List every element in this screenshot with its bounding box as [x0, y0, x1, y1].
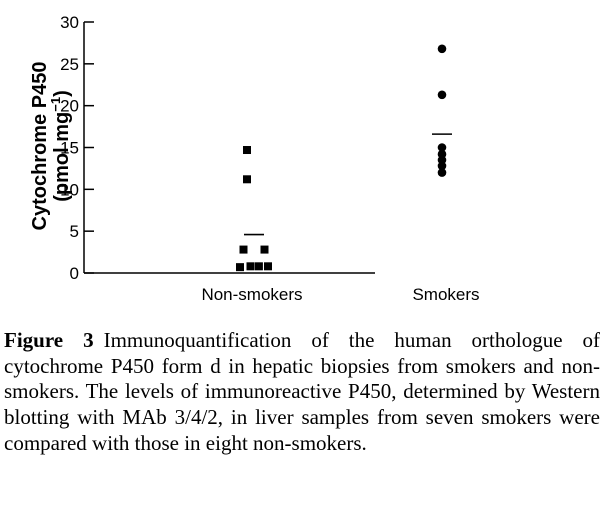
figure-caption: Figure 3 Immunoquantification of the huma… — [4, 328, 600, 457]
y-tick-label: 5 — [70, 222, 79, 241]
data-point-circle — [437, 44, 447, 54]
mean-lines — [244, 133, 452, 236]
data-point-circle — [437, 143, 447, 152]
y-axis-unit-exponent: −1 — [48, 97, 63, 112]
y-tick-label: 20 — [60, 97, 79, 116]
data-point-square — [264, 262, 272, 271]
y-ticks: 0 5 10 15 20 25 30 — [60, 13, 94, 283]
data-point-circle — [437, 90, 447, 100]
data-point-circle — [437, 161, 447, 171]
figure-label: Figure 3 — [4, 328, 94, 352]
y-axis-title-line2: (pmol mg−1) — [48, 90, 73, 202]
y-tick-label: 15 — [60, 139, 79, 158]
data-point-square — [260, 245, 269, 254]
x-category-label: Smokers — [412, 285, 479, 304]
data-point-square — [243, 175, 251, 184]
data-point-square — [246, 262, 255, 271]
y-axis-unit: (pmol mg — [51, 112, 73, 202]
data-point-circle — [437, 168, 447, 177]
data-point-square — [254, 262, 263, 271]
caption-text: Immunoquantification of the human orthol… — [4, 328, 600, 455]
data-point-square — [239, 245, 248, 254]
data-point-square — [236, 263, 244, 272]
y-axis-title: Cytochrome P450 (pmol mg−1) — [29, 62, 73, 231]
x-labels: Non-smokers Smokers — [201, 285, 479, 304]
y-axis-title-line1: Cytochrome P450 — [29, 62, 51, 231]
data-points — [236, 44, 447, 272]
y-axis-unit-close: ) — [51, 90, 73, 97]
y-tick-label: 25 — [60, 55, 79, 74]
x-category-label: Non-smokers — [201, 285, 302, 304]
scatter-chart: Cytochrome P450 (pmol mg−1) 0 5 10 15 20 25 30… — [29, 13, 480, 304]
y-tick-label: 30 — [60, 13, 79, 32]
data-point-square — [243, 146, 251, 155]
y-tick-label: 0 — [70, 264, 79, 283]
y-tick-label: 10 — [60, 180, 79, 199]
